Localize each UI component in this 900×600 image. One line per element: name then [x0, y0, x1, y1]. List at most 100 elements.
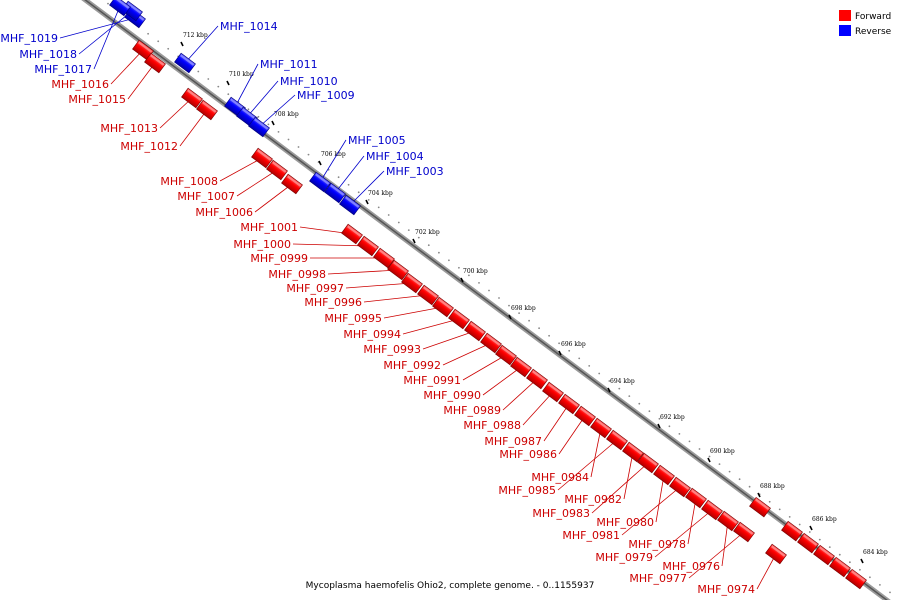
gene-label[interactable]: MHF_0992	[383, 359, 441, 372]
gene-MHF_0978[interactable]	[685, 487, 707, 509]
gene[interactable]	[813, 544, 835, 566]
gene-MHF_0986[interactable]	[574, 405, 596, 427]
gene-box[interactable]	[324, 182, 346, 204]
gene-box[interactable]	[401, 272, 423, 294]
gene-MHF_1009[interactable]	[248, 116, 270, 138]
gene-box[interactable]	[144, 52, 166, 74]
gene[interactable]	[749, 496, 771, 518]
gene-MHF_0999[interactable]	[373, 247, 395, 269]
gene-MHF_0993[interactable]	[464, 320, 486, 342]
gene-label[interactable]: MHF_0979	[595, 551, 653, 564]
gene-MHF_1005[interactable]	[309, 171, 331, 193]
gene-box[interactable]	[590, 417, 612, 439]
gene-box[interactable]	[432, 296, 454, 318]
gene-MHF_0974[interactable]	[765, 543, 787, 565]
gene-MHF_0994[interactable]	[448, 308, 470, 330]
gene-MHF_0984[interactable]	[590, 417, 612, 439]
gene-label[interactable]: MHF_0985	[498, 484, 556, 497]
gene-label[interactable]: MHF_1011	[260, 58, 318, 71]
gene-label[interactable]: MHF_0986	[499, 448, 557, 461]
gene-MHF_0998[interactable]	[387, 259, 409, 281]
gene-MHF_0976[interactable]	[717, 510, 739, 532]
gene-box[interactable]	[341, 223, 363, 245]
gene-box[interactable]	[653, 464, 675, 486]
gene-label[interactable]: MHF_1010	[280, 75, 338, 88]
gene-box[interactable]	[606, 429, 628, 451]
gene-label[interactable]: MHF_1018	[19, 48, 77, 61]
gene-label[interactable]: MHF_1003	[386, 165, 444, 178]
gene-MHF_1012[interactable]	[196, 99, 218, 121]
gene-MHF_0983[interactable]	[637, 452, 659, 474]
gene-MHF_0992[interactable]	[480, 332, 502, 354]
gene-box[interactable]	[357, 235, 379, 257]
gene-box[interactable]	[181, 87, 203, 109]
gene-box[interactable]	[174, 52, 196, 74]
gene-MHF_0995[interactable]	[432, 296, 454, 318]
gene-label[interactable]: MHF_0983	[532, 507, 590, 520]
gene-label[interactable]: MHF_0991	[403, 374, 461, 387]
gene-box[interactable]	[669, 476, 691, 498]
gene-label[interactable]: MHF_0998	[268, 268, 326, 281]
gene-label[interactable]: MHF_0977	[629, 572, 687, 585]
gene-MHF_0989[interactable]	[526, 368, 548, 390]
gene-MHF_1013[interactable]	[181, 87, 203, 109]
gene-label[interactable]: MHF_1005	[348, 134, 406, 147]
gene-MHF_0988[interactable]	[542, 381, 564, 403]
gene-label[interactable]: MHF_0999	[250, 252, 308, 265]
gene-MHF_1007[interactable]	[266, 159, 288, 181]
gene-box[interactable]	[829, 556, 851, 578]
gene-MHF_0996[interactable]	[417, 284, 439, 306]
gene-label[interactable]: MHF_0978	[628, 538, 686, 551]
gene-MHF_0977[interactable]	[733, 521, 755, 543]
gene-box[interactable]	[845, 568, 867, 590]
gene-MHF_1016[interactable]	[132, 39, 154, 61]
gene-box[interactable]	[248, 116, 270, 138]
gene-label[interactable]: MHF_0981	[562, 529, 620, 542]
gene-label[interactable]: MHF_1017	[34, 63, 92, 76]
gene-MHF_0997[interactable]	[401, 272, 423, 294]
gene-MHF_1017[interactable]	[109, 0, 131, 17]
gene-label[interactable]: MHF_0997	[286, 282, 344, 295]
gene-label[interactable]: MHF_1016	[51, 78, 109, 91]
gene-label[interactable]: MHF_1012	[120, 140, 178, 153]
gene-label[interactable]: MHF_1009	[297, 89, 355, 102]
gene-MHF_1008[interactable]	[251, 147, 273, 169]
gene[interactable]	[797, 532, 819, 554]
gene-MHF_1001[interactable]	[341, 223, 363, 245]
gene-label[interactable]: MHF_1001	[240, 221, 298, 234]
gene-MHF_0980[interactable]	[653, 464, 675, 486]
gene-box[interactable]	[448, 308, 470, 330]
gene-label[interactable]: MHF_1015	[68, 93, 126, 106]
gene-MHF_1006[interactable]	[281, 173, 303, 195]
gene-MHF_0987[interactable]	[558, 393, 580, 415]
gene-label[interactable]: MHF_1000	[233, 238, 291, 251]
gene-box[interactable]	[196, 99, 218, 121]
gene-MHF_0991[interactable]	[495, 344, 517, 366]
gene-box[interactable]	[781, 520, 803, 542]
gene-label[interactable]: MHF_0974	[697, 583, 755, 596]
gene-box[interactable]	[558, 393, 580, 415]
gene-label[interactable]: MHF_0995	[324, 312, 382, 325]
gene-box[interactable]	[251, 147, 273, 169]
gene-box[interactable]	[495, 344, 517, 366]
gene[interactable]	[829, 556, 851, 578]
gene-label[interactable]: MHF_1013	[100, 122, 158, 135]
gene-label[interactable]: MHF_0982	[564, 493, 622, 506]
gene-box[interactable]	[464, 320, 486, 342]
gene-box[interactable]	[542, 381, 564, 403]
gene-MHF_1014[interactable]	[174, 52, 196, 74]
gene-box[interactable]	[281, 173, 303, 195]
gene-box[interactable]	[387, 259, 409, 281]
gene-box[interactable]	[480, 332, 502, 354]
gene-box[interactable]	[417, 284, 439, 306]
gene-MHF_1015[interactable]	[144, 52, 166, 74]
gene-label[interactable]: MHF_1008	[160, 175, 218, 188]
gene-label[interactable]: MHF_0990	[423, 389, 481, 402]
gene-box[interactable]	[733, 521, 755, 543]
gene-MHF_0985[interactable]	[606, 429, 628, 451]
gene-box[interactable]	[266, 159, 288, 181]
gene-label[interactable]: MHF_0993	[363, 343, 421, 356]
gene-box[interactable]	[685, 487, 707, 509]
gene-MHF_0981[interactable]	[669, 476, 691, 498]
gene-label[interactable]: MHF_1004	[366, 150, 424, 163]
